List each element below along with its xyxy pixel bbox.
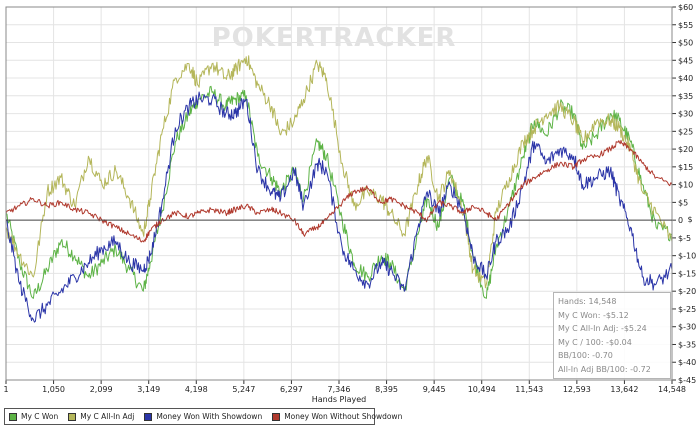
x-tick-label: 10,494 <box>468 385 496 394</box>
legend-swatch <box>272 412 281 421</box>
x-tick-label: 12,593 <box>563 385 591 394</box>
x-tick-label: 13,642 <box>610 385 638 394</box>
legend-item-money-won-with-showdown[interactable]: Money Won With Showdown <box>144 412 262 421</box>
legend-item-money-won-without-showdown[interactable]: Money Won Without Showdown <box>272 412 402 421</box>
stat-my-c-allin-adj: My C All-In Adj: -$5.24 <box>558 324 647 333</box>
series-line-3 <box>5 91 673 323</box>
x-tick-label: 7,346 <box>328 385 351 394</box>
y-tick-label: $-30 <box>678 323 696 332</box>
legend-label: My C All-In Adj <box>80 412 135 421</box>
legend-item-my-c-allin-adj[interactable]: My C All-In Adj <box>68 412 134 421</box>
y-axis-title: $ <box>687 215 692 224</box>
y-tick-label: $-20 <box>678 287 696 296</box>
x-tick-label: 1,050 <box>42 385 65 394</box>
stat-my-c-per-100: My C / 100: -$0.04 <box>558 337 632 347</box>
x-tick-label: 8,395 <box>375 385 398 394</box>
stat-hands: Hands: 14,548 <box>558 297 617 306</box>
y-tick-label: $-10 <box>678 252 696 261</box>
x-tick-label: 2,099 <box>90 385 113 394</box>
plot-frame <box>5 6 673 381</box>
y-tick-label: $-15 <box>678 269 696 278</box>
series-lines <box>5 55 673 323</box>
axes: $60$55$50$45$40$35$30$25$20$15$10$50$-5$… <box>3 3 696 394</box>
y-tick-label: $60 <box>678 3 693 12</box>
x-tick-label: 11,543 <box>515 385 543 394</box>
x-tick-label: 9,445 <box>423 385 446 394</box>
y-tick-label: $-5 <box>678 234 691 243</box>
chart-legend: My C Won My C All-In Adj Money Won With … <box>4 408 402 425</box>
x-tick-label: 6,297 <box>280 385 303 394</box>
stat-bb-per-100: BB/100: -0.70 <box>558 351 613 360</box>
y-tick-label: $20 <box>678 145 693 154</box>
x-tick-label: 4,198 <box>185 385 208 394</box>
x-tick-label: 3,149 <box>137 385 160 394</box>
y-tick-label: 0 <box>678 216 683 225</box>
y-tick-label: $25 <box>678 127 693 136</box>
y-tick-label: $5 <box>678 198 688 207</box>
y-tick-label: $15 <box>678 163 693 172</box>
legend-item-my-c-won[interactable]: My C Won <box>9 412 58 421</box>
y-tick-label: $-35 <box>678 340 696 349</box>
y-tick-label: $35 <box>678 92 693 101</box>
x-axis-title: Hands Played <box>312 395 366 404</box>
y-tick-label: $55 <box>678 21 693 30</box>
y-tick-label: $50 <box>678 39 693 48</box>
legend-label: My C Won <box>21 412 59 421</box>
watermark: POKERTRACKER <box>212 23 457 53</box>
series-line-2 <box>5 55 673 289</box>
legend-swatch <box>144 412 153 421</box>
y-tick-label: $-45 <box>678 376 696 385</box>
y-tick-label: $-25 <box>678 305 696 314</box>
y-tick-label: $40 <box>678 74 693 83</box>
stats-box: Hands: 14,548 My C Won: -$5.12 My C All-… <box>553 292 671 379</box>
legend-swatch <box>68 412 77 421</box>
y-tick-label: $-40 <box>678 358 696 367</box>
legend-label: Money Won With Showdown <box>156 412 263 421</box>
legend-label: Money Won Without Showdown <box>284 412 403 421</box>
stat-my-c-won: My C Won: -$5.12 <box>558 310 629 320</box>
x-tick-label: 5,247 <box>232 385 255 394</box>
legend-swatch <box>9 412 17 421</box>
y-tick-label: $30 <box>678 110 693 119</box>
y-tick-label: $45 <box>678 56 693 65</box>
x-tick-label: 1 <box>3 385 8 394</box>
series-line-4 <box>5 139 673 243</box>
x-tick-label: 14,548 <box>658 385 686 394</box>
y-tick-label: $10 <box>678 181 693 190</box>
stat-allin-adj-bb-per-100: All-In Adj BB/100: -0.72 <box>558 364 651 374</box>
